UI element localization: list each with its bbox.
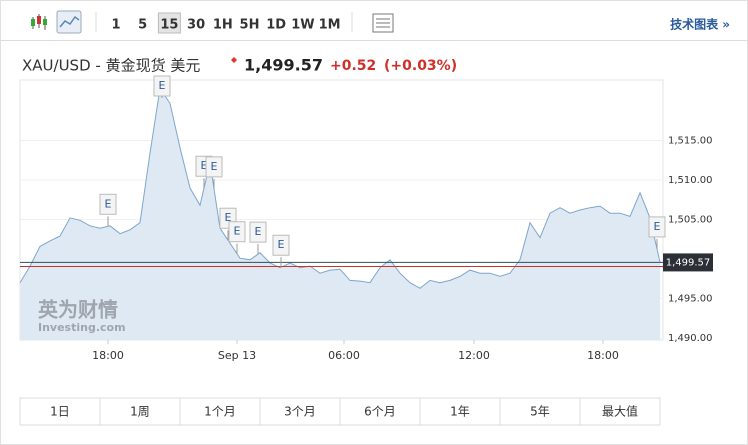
event-flag[interactable] (272, 234, 290, 256)
y-tick-label: 1,495.00 (668, 294, 713, 305)
interval-button[interactable]: 5H (240, 18, 260, 33)
price-area (20, 88, 660, 341)
event-flag[interactable] (648, 216, 666, 238)
event-label: E (654, 220, 661, 233)
change-percent: (+0.03%) (384, 58, 457, 74)
interval-button[interactable]: 30 (187, 18, 205, 33)
watermark-title: 英为财情 (38, 298, 118, 322)
market-indicator (231, 57, 237, 63)
event-label: E (211, 160, 218, 173)
range-bar: 1日 1周 1个月 3个月 6个月 1年 5年 最大值 (19, 397, 661, 426)
range-label[interactable]: 1年 (450, 405, 470, 419)
range-label[interactable]: 5年 (530, 405, 550, 419)
event-label: E (234, 225, 241, 238)
range-label[interactable]: 最大值 (602, 404, 638, 419)
event-flag[interactable] (249, 221, 267, 243)
range-button[interactable] (419, 397, 501, 426)
technical-chart-link[interactable]: 技术图表 » (670, 17, 730, 32)
interval-button[interactable]: 15 (160, 18, 178, 33)
table-icon[interactable] (372, 13, 394, 33)
interval-button[interactable]: 1W (291, 18, 314, 33)
change: +0.52 (330, 58, 376, 74)
interval-button[interactable]: 1M (319, 18, 341, 33)
y-tick-label: 1,490.00 (668, 333, 713, 344)
y-tick-label: 1,510.00 (668, 175, 713, 186)
range-button[interactable] (339, 397, 421, 426)
instrument-name: XAU/USD - 黄金现货 美元 (22, 57, 200, 75)
range-label[interactable]: 1周 (130, 405, 150, 419)
candle-icon[interactable] (31, 14, 47, 30)
event-flag[interactable] (153, 75, 171, 97)
range-button[interactable] (579, 397, 661, 426)
interval-button[interactable]: 1 (111, 18, 120, 33)
interval-selected (157, 12, 181, 34)
x-tick-label: Sep 13 (218, 349, 256, 362)
y-tick-label: 1,505.00 (668, 215, 713, 226)
x-tick-label: 12:00 (458, 349, 490, 362)
range-button[interactable] (499, 397, 581, 426)
interval-button[interactable]: 1H (213, 18, 233, 33)
range-button[interactable] (259, 397, 341, 426)
y-tick-label: 1,515.00 (668, 136, 713, 147)
price-line (19, 87, 661, 289)
event-flag[interactable] (228, 221, 246, 243)
range-label[interactable]: 1日 (50, 405, 70, 419)
current-price-label: 1,499.57 (666, 257, 711, 268)
range-button[interactable] (19, 397, 101, 426)
event-label: E (105, 197, 112, 210)
range-label[interactable]: 1个月 (204, 405, 236, 419)
event-flag[interactable] (205, 156, 223, 178)
current-price-box (663, 253, 713, 272)
interval-button[interactable]: 5 (138, 18, 147, 33)
event-label: E (159, 79, 166, 92)
interval-button[interactable]: 1D (266, 18, 286, 33)
event-label: E (225, 211, 232, 224)
price: 1,499.57 (244, 56, 323, 75)
line-chart-icon[interactable] (56, 10, 82, 34)
event-label: E (255, 225, 262, 238)
event-label: E (201, 159, 208, 172)
range-label[interactable]: 3个月 (284, 405, 316, 419)
plot: EEE EEE EEE (19, 75, 666, 344)
event-label: E (278, 238, 285, 251)
range-button[interactable] (179, 397, 261, 426)
range-label[interactable]: 6个月 (364, 405, 396, 419)
x-tick-label: 18:00 (587, 349, 619, 362)
x-tick-label: 06:00 (328, 349, 360, 362)
event-flag[interactable] (99, 193, 117, 215)
watermark-subtitle: Investing.com (38, 321, 126, 334)
x-tick-label: 18:00 (92, 349, 124, 362)
